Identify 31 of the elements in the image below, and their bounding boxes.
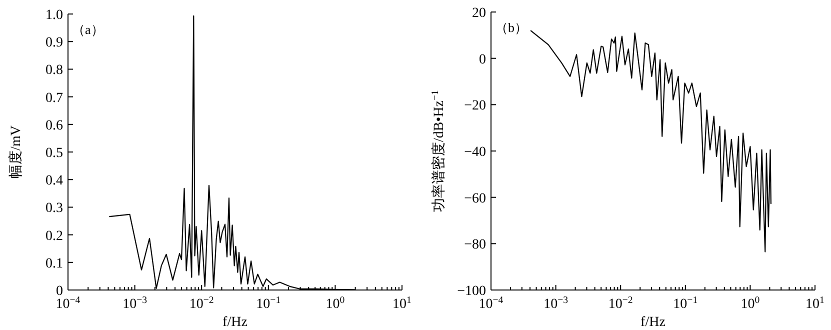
- x-tick-label: 10$^{1}$: [806, 294, 825, 312]
- y-tick-label: 1.0: [46, 8, 63, 23]
- x-axis-title: f/Hz: [640, 315, 666, 330]
- y-tick-label: 0.9: [46, 36, 63, 51]
- y-axis-title: 幅度/mV: [8, 126, 24, 178]
- y-tick-label: 0: [479, 52, 486, 68]
- y-tick-label: 0.3: [46, 201, 63, 216]
- x-tick-label: 10$^{−1}$: [673, 294, 698, 312]
- y-tick-label: 0.5: [46, 146, 63, 161]
- y-tick-label: 0.1: [46, 256, 63, 272]
- x-axis-title: f/Hz: [222, 315, 248, 330]
- x-tick-label: 10$^{−3}$: [122, 294, 148, 312]
- x-tick-label: 10$^{0}$: [326, 294, 345, 312]
- y-tick-label: 0.8: [46, 63, 63, 78]
- x-tick-label: 10$^{−3}$: [544, 294, 568, 312]
- annotation: （a）: [72, 22, 104, 37]
- y-tick-label: −60: [464, 191, 486, 206]
- y-tick-label: 0.2: [46, 228, 63, 244]
- x-tick-label: 10$^{−2}$: [189, 294, 214, 312]
- annotation: （b）: [495, 20, 528, 35]
- y-tick-label: 0.7: [46, 90, 63, 106]
- y-tick-label: −40: [464, 145, 486, 160]
- y-tick-label: −20: [464, 98, 486, 114]
- y-tick-label: 0.4: [46, 174, 63, 189]
- x-tick-label: 10$^{1}$: [392, 294, 412, 312]
- x-tick-label: 10$^{−2}$: [608, 294, 633, 312]
- x-tick-label: 10$^{0}$: [740, 294, 760, 312]
- y-tick-label: 20: [472, 6, 486, 21]
- y-tick-label: −80: [464, 238, 486, 253]
- x-tick-label: 10$^{−1}$: [256, 294, 281, 312]
- y-tick-label: 0.6: [46, 118, 63, 134]
